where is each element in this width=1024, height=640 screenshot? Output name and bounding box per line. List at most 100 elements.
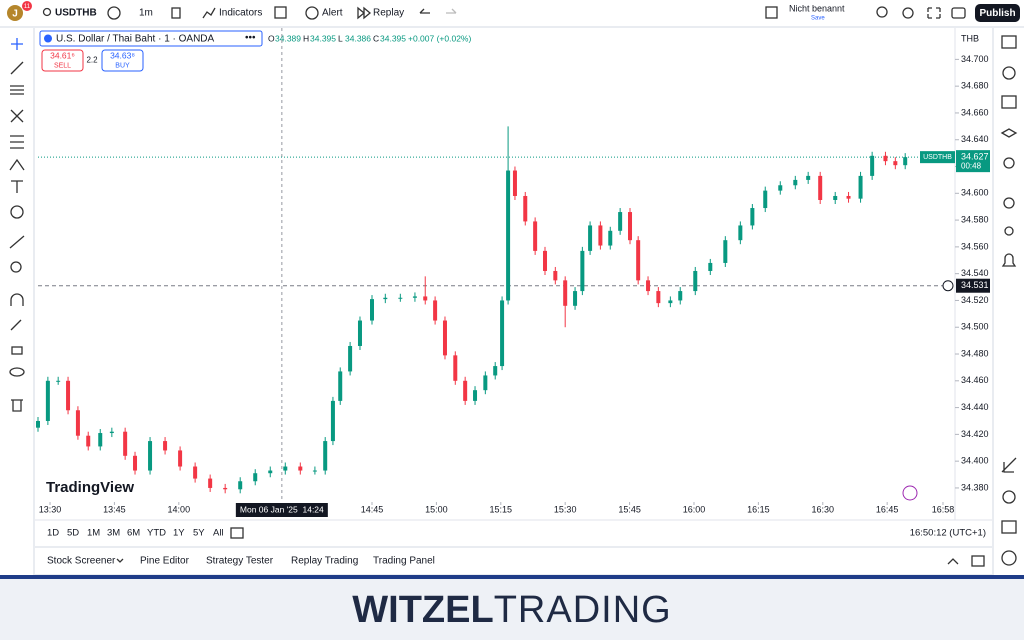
candle-body: [357, 320, 362, 346]
candle-body: [636, 240, 641, 281]
tab[interactable]: Trading Panel: [373, 556, 435, 567]
indicators-icon[interactable]: [202, 7, 216, 19]
legend-more[interactable]: •••: [245, 33, 256, 44]
candle-body: [523, 195, 528, 222]
candle-body: [656, 291, 661, 304]
settings-icon[interactable]: [902, 7, 914, 19]
layout-name[interactable]: Nicht benannt: [789, 3, 845, 13]
range-button[interactable]: 5Y: [193, 528, 205, 539]
range-button[interactable]: All: [213, 528, 224, 539]
symbol[interactable]: USDTHB: [55, 8, 97, 19]
candle-body: [543, 250, 548, 271]
candle-body: [348, 345, 353, 372]
range-button[interactable]: 1Y: [173, 528, 185, 539]
add-icon[interactable]: [107, 6, 121, 20]
crosshair-add[interactable]: [942, 280, 954, 292]
range-button[interactable]: 5D: [67, 528, 79, 539]
layout-checkbox[interactable]: [765, 6, 778, 19]
candle-body: [123, 431, 128, 456]
avatar[interactable]: [7, 5, 23, 21]
brand-bold: WITZEL: [352, 589, 493, 631]
tab[interactable]: Replay Trading: [291, 556, 358, 567]
snapshot-icon[interactable]: [951, 7, 966, 19]
candle-body: [109, 431, 114, 434]
candle-body: [370, 299, 375, 321]
candle-body: [178, 450, 183, 467]
tab[interactable]: Pine Editor: [140, 556, 190, 567]
last-name: USDTHB: [923, 154, 952, 161]
indicators[interactable]: Indicators: [219, 8, 262, 19]
fullscreen-icon[interactable]: [927, 7, 941, 19]
y-tick-label: 34.560: [961, 241, 989, 251]
y-tick-label: 34.480: [961, 348, 989, 358]
candle-body: [618, 212, 623, 231]
search-icon[interactable]: [42, 7, 52, 17]
undo-icon[interactable]: [419, 8, 430, 14]
maximize-icon[interactable]: [971, 555, 985, 567]
publish-button[interactable]: [975, 4, 1020, 22]
top-bar: [0, 0, 1024, 26]
collapse-icon[interactable]: [947, 558, 959, 565]
badge-count: 11: [24, 4, 31, 10]
left-toolbar: [0, 28, 33, 576]
x-tick-label: 13:45: [103, 504, 126, 514]
save[interactable]: Save: [811, 16, 825, 22]
currency[interactable]: THB: [961, 33, 979, 43]
interval[interactable]: 1m: [139, 8, 153, 19]
candle-body: [493, 366, 498, 376]
candle-body: [223, 487, 228, 490]
candle-body: [553, 270, 558, 281]
candle-body: [883, 155, 888, 162]
candle-body: [193, 466, 198, 479]
range-button[interactable]: 3M: [107, 528, 120, 539]
candle-body: [858, 175, 863, 199]
buy-price: 34.63⁸: [110, 50, 135, 60]
candle-body: [412, 296, 417, 298]
candle-body: [163, 441, 168, 451]
candle-icon[interactable]: [171, 7, 181, 19]
legend-box[interactable]: [39, 30, 263, 47]
dropdown-icon: [116, 558, 124, 563]
crosshair-price-tag: [956, 278, 990, 293]
ohlc-value: 34.395: [380, 33, 406, 43]
candle-body: [312, 470, 317, 472]
ohlc-label: C: [373, 33, 379, 43]
crosshair-time: Mon 06 Jan '25 14:24: [240, 504, 324, 514]
candle-body: [56, 380, 61, 382]
ohlc-label: H: [303, 33, 309, 43]
countdown: 00:48: [961, 161, 982, 170]
buy-button[interactable]: [101, 49, 144, 72]
tab[interactable]: Stock Screener: [47, 556, 116, 567]
sell-button[interactable]: [41, 49, 84, 72]
replay[interactable]: Replay: [373, 8, 404, 19]
y-tick-label: 34.420: [961, 429, 989, 439]
x-tick-label: 16:45: [876, 504, 899, 514]
sell-price: 34.61⁶: [50, 50, 75, 60]
range-button[interactable]: 6M: [127, 528, 140, 539]
layout-icon[interactable]: [274, 6, 287, 19]
y-tick-label: 34.660: [961, 107, 989, 117]
candle-body: [98, 433, 103, 447]
buy-label: BUY: [115, 62, 130, 69]
candle-body: [383, 297, 388, 300]
tool-icons: [9, 38, 25, 412]
range-button[interactable]: 1M: [87, 528, 100, 539]
range-button[interactable]: YTD: [147, 528, 166, 539]
candle-body: [453, 355, 458, 381]
ohlc-change: +0.007 (+0.02%): [408, 33, 471, 43]
redo-icon[interactable]: [446, 8, 457, 14]
alert-icon[interactable]: [305, 6, 319, 20]
tab[interactable]: Strategy Tester: [206, 556, 274, 567]
candle-body: [598, 225, 603, 246]
date-range-icon[interactable]: [230, 527, 244, 539]
range-button[interactable]: 1D: [47, 528, 59, 539]
y-tick-label: 34.680: [961, 81, 989, 91]
watermark: TradingView: [46, 479, 134, 496]
event-icon[interactable]: [902, 485, 918, 501]
x-tick-label: 16:15: [747, 504, 770, 514]
quick-search[interactable]: [876, 6, 888, 18]
last-price: 34.627: [961, 152, 989, 162]
candle-body: [588, 225, 593, 251]
y-tick-label: 34.460: [961, 375, 989, 385]
alert[interactable]: Alert: [322, 8, 343, 19]
